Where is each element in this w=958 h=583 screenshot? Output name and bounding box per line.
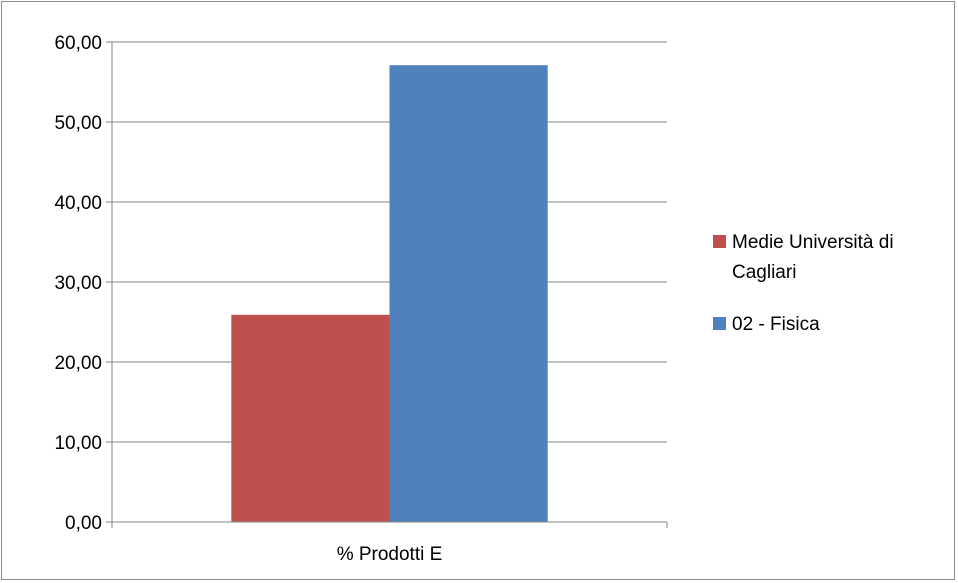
legend-swatch-2 xyxy=(713,317,726,330)
y-tick-label: 10,00 xyxy=(54,433,102,454)
legend: Medie Università di Cagliari 02 - Fisica xyxy=(713,232,894,335)
legend-swatch-1 xyxy=(713,235,726,248)
legend-label-1: Cagliari xyxy=(732,262,796,283)
y-tick-label: 60,00 xyxy=(54,33,102,54)
axes: 0,00 10,00 20,00 30,00 40,00 50,00 60,00 % Prod… xyxy=(54,33,668,565)
bar-2 xyxy=(389,65,548,522)
y-tick-label: 0,00 xyxy=(65,513,102,534)
x-category-label: % Prodotti E xyxy=(337,544,443,565)
legend-label-1: Medie Università di xyxy=(732,232,894,253)
y-tick-label: 40,00 xyxy=(54,193,102,214)
y-tick-label: 50,00 xyxy=(54,113,102,134)
bars xyxy=(231,65,548,522)
legend-label-2: 02 - Fisica xyxy=(732,314,820,335)
y-tick-label: 30,00 xyxy=(54,273,102,294)
bar-1 xyxy=(231,314,390,522)
y-tick-label: 20,00 xyxy=(54,353,102,374)
